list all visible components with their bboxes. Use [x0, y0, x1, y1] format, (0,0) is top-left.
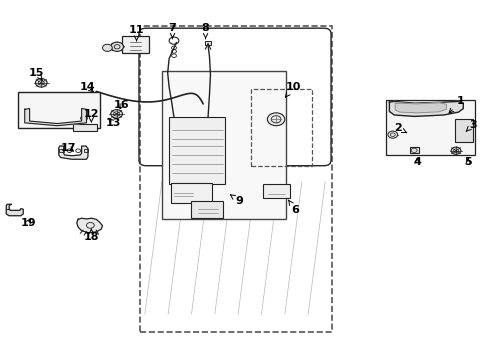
Bar [385, 100, 474, 155]
Polygon shape [6, 204, 23, 216]
Text: 5: 5 [464, 157, 471, 167]
Bar [59, 149, 64, 152]
Circle shape [267, 113, 285, 126]
Circle shape [35, 78, 47, 87]
Text: 16: 16 [114, 100, 129, 110]
Circle shape [121, 46, 124, 48]
Circle shape [387, 131, 397, 138]
Circle shape [116, 49, 118, 51]
Text: 7: 7 [168, 23, 176, 39]
Text: 3: 3 [466, 120, 476, 131]
Circle shape [111, 110, 122, 118]
Circle shape [450, 147, 460, 154]
Circle shape [102, 44, 112, 51]
Circle shape [120, 48, 122, 50]
Text: 11: 11 [128, 25, 144, 41]
Bar [73, 124, 97, 131]
Text: 4: 4 [412, 157, 420, 167]
Bar [169, 117, 224, 184]
Circle shape [81, 116, 87, 121]
Polygon shape [388, 102, 462, 116]
Bar [162, 71, 285, 219]
Circle shape [111, 48, 114, 50]
Circle shape [76, 149, 81, 153]
Circle shape [67, 149, 72, 153]
Text: 1: 1 [448, 96, 464, 113]
Bar [191, 202, 222, 217]
Bar [170, 183, 211, 203]
Text: 6: 6 [288, 200, 299, 215]
Circle shape [110, 46, 113, 48]
Circle shape [120, 43, 122, 45]
Text: 2: 2 [393, 123, 406, 133]
Text: 13: 13 [105, 118, 121, 128]
Polygon shape [394, 103, 446, 113]
Text: 18: 18 [83, 229, 99, 242]
Polygon shape [77, 218, 102, 233]
Circle shape [111, 43, 114, 45]
Text: 19: 19 [20, 218, 36, 228]
Text: 8: 8 [202, 23, 209, 39]
Bar [454, 119, 472, 143]
Circle shape [116, 42, 118, 44]
Bar [409, 148, 418, 153]
Text: 14: 14 [80, 82, 96, 92]
Polygon shape [59, 146, 88, 159]
Text: 9: 9 [230, 195, 243, 206]
Text: 17: 17 [61, 143, 76, 153]
Bar [204, 41, 211, 45]
Bar [83, 149, 88, 152]
Text: 10: 10 [285, 82, 300, 97]
Bar [19, 93, 100, 128]
Circle shape [111, 42, 123, 51]
Text: 15: 15 [29, 68, 44, 81]
Bar [122, 36, 148, 53]
Bar [263, 184, 289, 198]
Polygon shape [25, 109, 86, 126]
Text: 12: 12 [83, 109, 99, 122]
Bar [250, 89, 311, 166]
